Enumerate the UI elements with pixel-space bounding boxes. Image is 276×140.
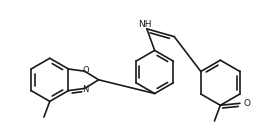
Text: O: O: [243, 99, 250, 108]
Text: O: O: [82, 66, 89, 75]
Text: N: N: [83, 85, 89, 94]
Text: NH: NH: [138, 20, 152, 29]
